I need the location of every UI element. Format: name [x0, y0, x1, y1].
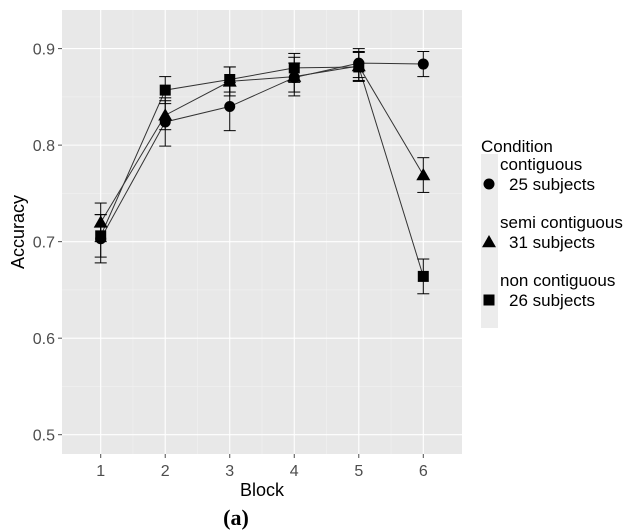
legend-marker-semi-contiguous [482, 235, 496, 248]
legend-label-contiguous: contiguous [500, 155, 582, 174]
x-axis: 1 2 3 4 5 6 [96, 454, 428, 480]
x-tick-label: 6 [419, 463, 428, 480]
series-line-contiguous [100, 62, 424, 239]
y-tick-label: 0.9 [33, 42, 55, 59]
marker-square-non-contiguous [288, 62, 300, 74]
x-tick-label: 1 [96, 463, 105, 480]
legend-sublabel-non-contiguous: 26 subjects [509, 291, 595, 310]
marker-square-non-contiguous [95, 230, 107, 242]
y-tick-label: 0.7 [33, 235, 55, 252]
x-axis-title: Block [240, 480, 285, 500]
marker-square-non-contiguous [417, 270, 429, 282]
markers [93, 57, 431, 282]
y-axis: 0.5 0.6 0.7 0.8 0.9 [33, 42, 62, 445]
marker-circle-contiguous [224, 101, 236, 113]
legend-label-semi-contiguous: semi contiguous [500, 213, 623, 232]
series-lines [100, 62, 424, 277]
marker-triangle-semi-contiguous [416, 168, 431, 181]
y-tick-label: 0.8 [33, 138, 55, 155]
marker-square-non-contiguous [159, 84, 171, 96]
error-bars [94, 48, 430, 295]
y-tick-label: 0.5 [33, 428, 55, 445]
x-tick-label: 4 [290, 463, 299, 480]
x-tick-label: 5 [354, 463, 363, 480]
series-line-non-contiguous [100, 66, 424, 277]
grid-minor [62, 10, 462, 454]
legend-sublabel-contiguous: 25 subjects [509, 175, 595, 194]
marker-square-non-contiguous [224, 73, 236, 85]
legend-marker-contiguous [483, 178, 495, 190]
figure-caption: (a) [223, 505, 249, 530]
marker-triangle-semi-contiguous [158, 108, 173, 121]
legend-sublabel-semi-contiguous: 31 subjects [509, 233, 595, 252]
legend-label-non-contiguous: non contiguous [500, 271, 615, 290]
x-tick-label: 2 [161, 463, 170, 480]
marker-triangle-semi-contiguous [287, 69, 302, 82]
x-tick-label: 3 [225, 463, 234, 480]
legend-marker-non-contiguous [483, 294, 495, 306]
legend-title: Condition [481, 137, 553, 156]
y-tick-label: 0.6 [33, 331, 55, 348]
series-line-semi-contiguous [100, 65, 424, 223]
marker-square-non-contiguous [353, 61, 365, 73]
marker-circle-contiguous [417, 58, 429, 70]
marker-triangle-semi-contiguous [93, 215, 108, 228]
y-axis-title: Accuracy [8, 195, 28, 269]
